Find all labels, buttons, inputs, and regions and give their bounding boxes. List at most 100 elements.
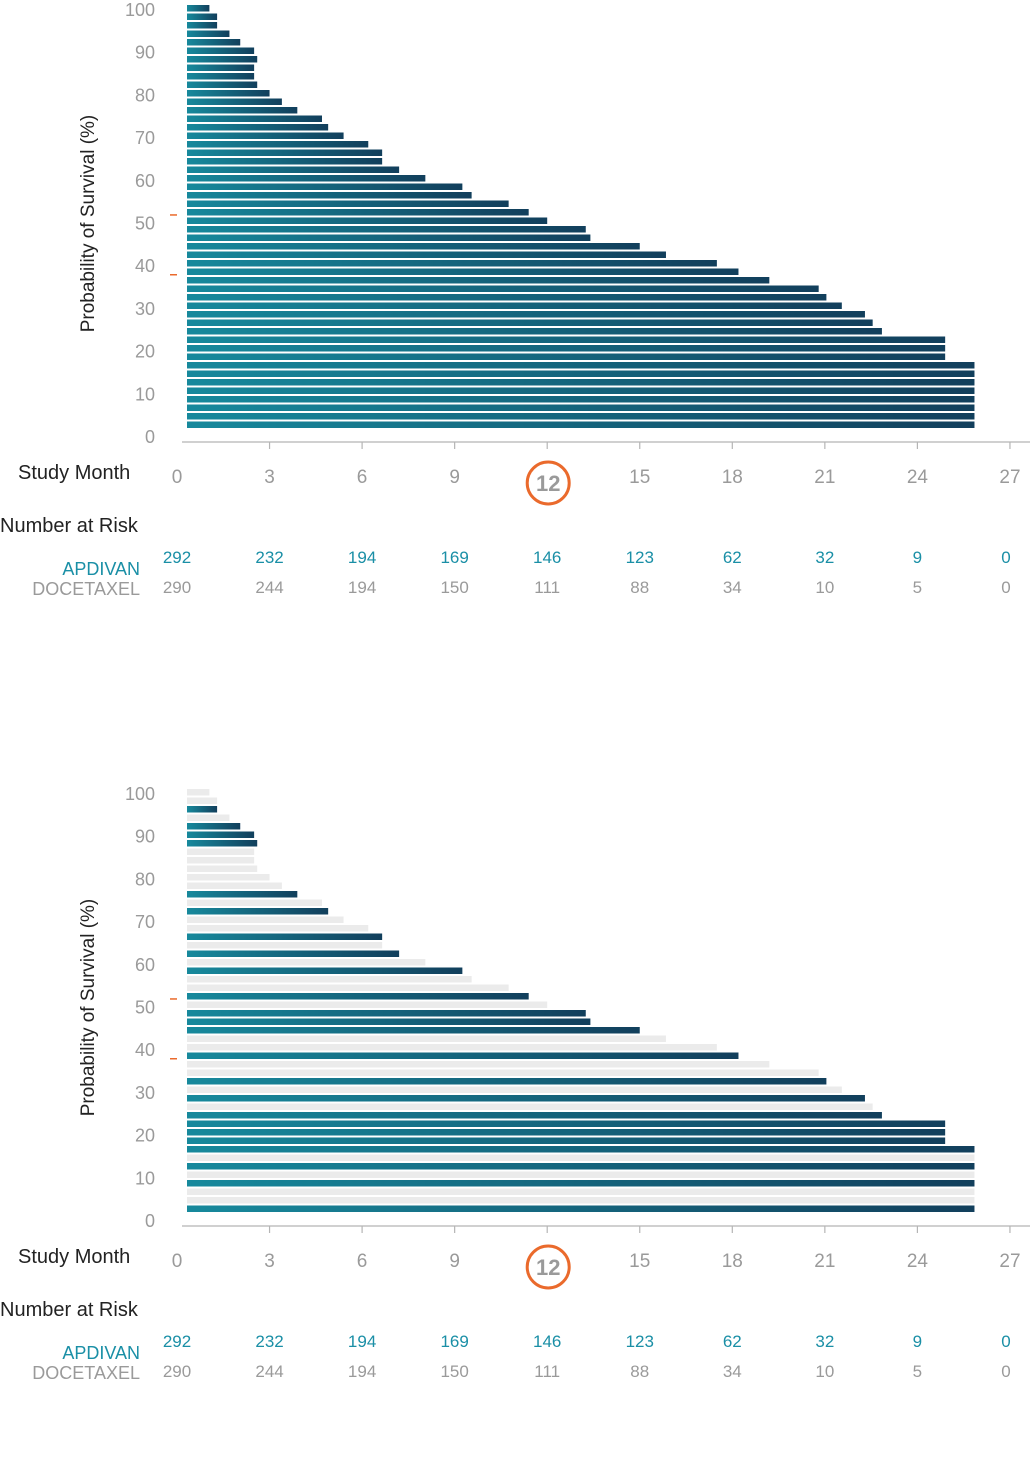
docetaxel-at-risk-value: 244 [255, 1362, 284, 1381]
x-tick-label-highlighted: 12 [536, 471, 560, 496]
y-axis-title: Probability of Survival (%) [78, 899, 99, 1117]
docetaxel-at-risk-value: 194 [347, 1362, 377, 1381]
survival-bar [187, 30, 230, 37]
y-tick-label: 0 [145, 427, 155, 447]
survival-bar [187, 993, 529, 1000]
docetaxel-at-risk-value: 5 [912, 578, 923, 597]
y-tick-label: 10 [135, 384, 155, 404]
faded-survival-bar [187, 1044, 717, 1051]
faded-survival-bar [187, 857, 255, 864]
survival-bar [187, 132, 344, 139]
survival-bar [187, 1078, 827, 1085]
survival-bar [187, 1137, 946, 1144]
survival-bar [187, 81, 258, 88]
survival-bar [187, 39, 241, 46]
study-month-label: Study Month [18, 1246, 131, 1268]
study-month-label: Study Month [18, 462, 131, 484]
y-tick-label: 70 [135, 128, 155, 148]
y-tick-label: 20 [135, 1126, 155, 1146]
y-tick-label: 80 [135, 869, 155, 889]
docetaxel-at-risk-value: 0 [1001, 578, 1011, 597]
survival-bar [187, 421, 975, 428]
survival-bar [187, 217, 548, 224]
faded-survival-bar [187, 882, 282, 889]
survival-bar [187, 328, 882, 335]
survival-bar [187, 823, 241, 830]
survival-bar [187, 243, 640, 250]
apdivan-at-risk-value: 169 [440, 1332, 469, 1351]
x-tick-label: 21 [814, 467, 835, 488]
survival-bar [187, 370, 975, 377]
docetaxel-at-risk-value: 194 [347, 578, 377, 597]
survival-bar [187, 1146, 975, 1153]
x-tick-label-highlighted: 12 [536, 1255, 560, 1280]
y-tick-label: 40 [135, 256, 155, 276]
faded-survival-bar [187, 942, 383, 949]
survival-bar [187, 22, 218, 29]
docetaxel-at-risk-value: 290 [162, 578, 192, 597]
x-tick-label: 27 [999, 1251, 1020, 1272]
faded-survival-bar [187, 976, 472, 983]
survival-bar [187, 294, 827, 301]
survival-bar [187, 1205, 975, 1212]
docetaxel-at-risk-value: 34 [722, 1362, 742, 1381]
km-chart-panel-bottom: 0 10 20 30 40 50 60 70 80 90 100 Probability of Sur… [0, 784, 1030, 1464]
survival-bar [187, 107, 298, 114]
apdivan-at-risk-value: 0 [1001, 548, 1011, 567]
docetaxel-at-risk-value: 0 [1001, 1362, 1011, 1381]
docetaxel-at-risk-value: 34 [722, 578, 742, 597]
survival-bar [187, 396, 975, 403]
x-tick-label: 21 [814, 1251, 835, 1272]
survival-bar [187, 251, 666, 258]
survival-bar [187, 1018, 591, 1025]
survival-bar [187, 192, 472, 199]
apdivan-at-risk-value: 194 [347, 548, 377, 567]
survival-bar [187, 73, 255, 80]
survival-bar [187, 933, 383, 940]
apdivan-at-risk-value: 32 [815, 548, 835, 567]
survival-bar [187, 13, 218, 20]
survival-bar [187, 806, 218, 813]
x-tick-label: 6 [357, 467, 368, 488]
y-tick-label: 90 [135, 43, 155, 63]
apdivan-at-risk-value: 9 [912, 548, 923, 567]
apdivan-at-risk-value: 62 [722, 548, 742, 567]
y-tick-label: 90 [135, 827, 155, 847]
apdivan-at-risk-value: 146 [533, 548, 562, 567]
apdivan-at-risk-value: 146 [533, 1332, 562, 1351]
survival-bar [187, 1010, 586, 1017]
number-at-risk-label: Number at Risk [0, 1299, 138, 1321]
x-tick-label: 3 [264, 1251, 275, 1272]
survival-bar [187, 183, 463, 190]
survival-bar [187, 166, 400, 173]
apdivan-at-risk-value: 232 [255, 548, 284, 567]
x-tick-label: 18 [722, 467, 743, 488]
survival-bar [187, 226, 586, 233]
survival-bar [187, 47, 255, 54]
survival-bar [187, 209, 529, 216]
survival-bar [187, 387, 975, 394]
faded-survival-bar [187, 1103, 873, 1110]
survival-bar [187, 353, 946, 360]
survival-bar [187, 200, 509, 207]
apdivan-at-risk-value: 123 [625, 1332, 654, 1351]
faded-survival-bar [187, 1154, 975, 1161]
apdivan-series-label: APDIVAN [62, 1343, 140, 1363]
survival-bar [187, 311, 865, 318]
survival-bar [187, 413, 975, 420]
y-tick-label: 30 [135, 299, 155, 319]
faded-survival-bar [187, 984, 509, 991]
docetaxel-at-risk-value: 150 [440, 1362, 469, 1381]
survival-bar [187, 98, 282, 105]
docetaxel-series-label: DOCETAXEL [32, 1363, 140, 1383]
apdivan-at-risk-value: 292 [162, 1332, 192, 1351]
y-tick-label: 60 [135, 171, 155, 191]
faded-survival-bar [187, 899, 322, 906]
survival-bar [187, 302, 842, 309]
survival-bar [187, 64, 255, 71]
survival-bar [187, 1120, 946, 1127]
survival-bar [187, 149, 383, 156]
apdivan-at-risk-value: 0 [1001, 1332, 1011, 1351]
survival-bar [187, 268, 739, 275]
